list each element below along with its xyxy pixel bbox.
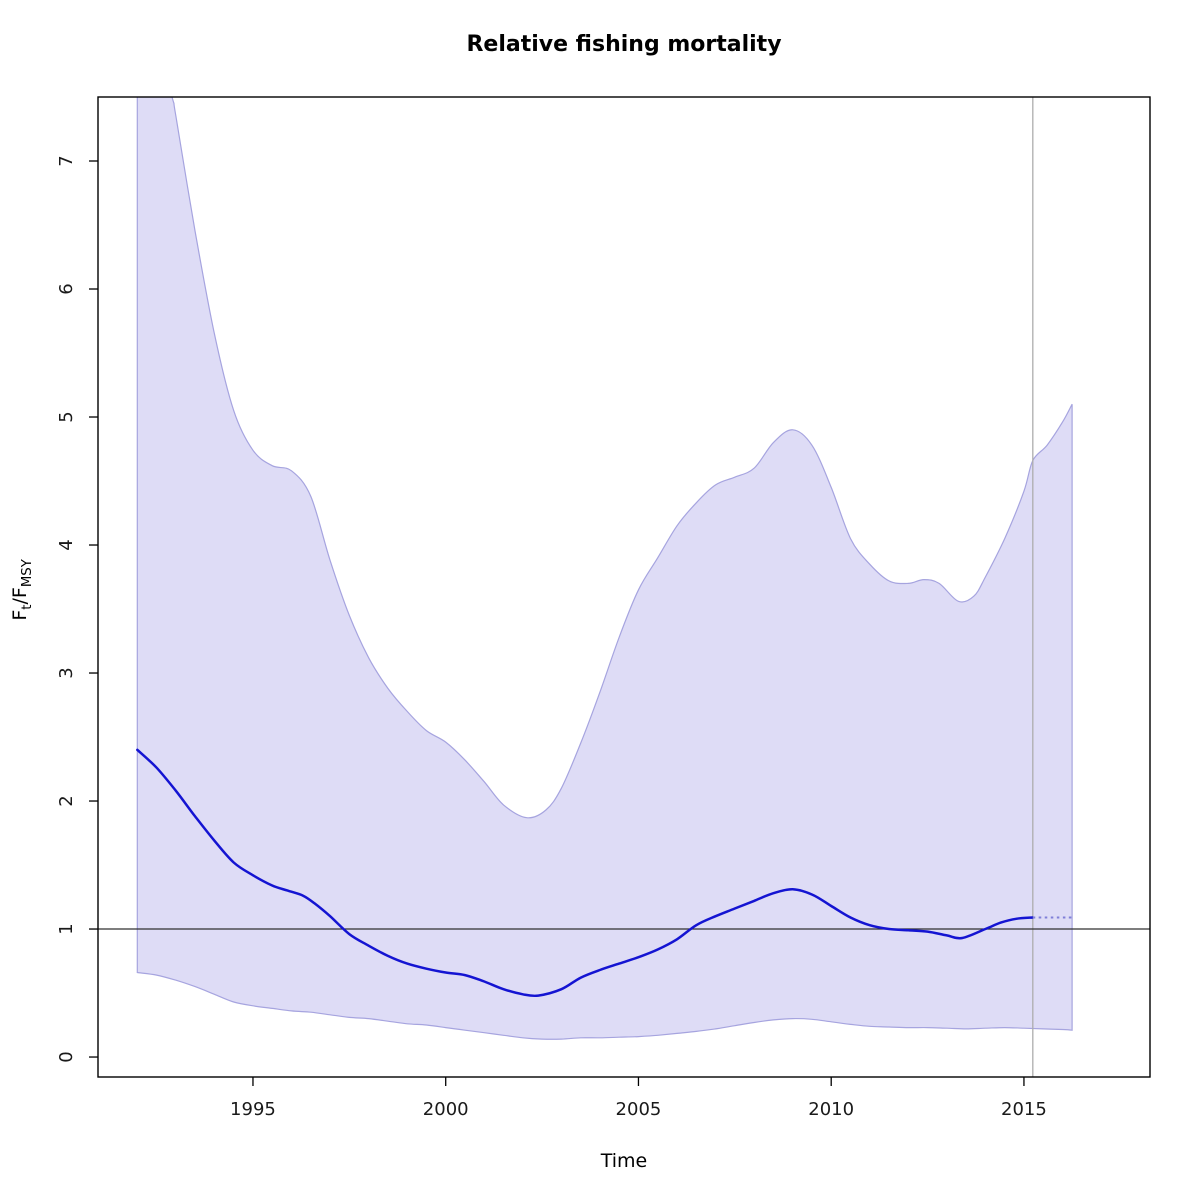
- y-axis-label-slash: /: [9, 598, 32, 605]
- x-tick-label: 2000: [423, 1099, 469, 1120]
- x-axis-label: Time: [600, 1150, 648, 1172]
- x-tick-label: 2005: [616, 1099, 662, 1120]
- chart-title: Relative fishing mortality: [466, 32, 782, 57]
- y-tick-label: 2: [56, 795, 77, 806]
- x-tick-label: 1995: [230, 1099, 276, 1120]
- plot-border: [97, 96, 1151, 1078]
- y-axis-label-sub1: t: [19, 604, 35, 610]
- y-axis-label-f1: F: [9, 609, 32, 621]
- y-tick-label: 0: [56, 1051, 77, 1062]
- y-axis-label: Ft/FMSY: [9, 64, 35, 1116]
- x-axis-ticks: 1995 2000 2005 2010 2015: [230, 1077, 1047, 1120]
- y-tick-label: 6: [56, 283, 77, 294]
- confidence-band: [136, 97, 1073, 1040]
- y-tick-label: 4: [56, 539, 77, 550]
- y-axis-label-f2: F: [9, 587, 32, 599]
- y-tick-label: 1: [56, 923, 77, 934]
- y-axis-label-sub2: MSY: [19, 559, 35, 588]
- x-tick-label: 2010: [808, 1099, 854, 1120]
- y-axis-ticks: 0 1 2 3 4 5 6 7: [56, 155, 98, 1063]
- y-tick-label: 5: [56, 411, 77, 422]
- median-line: [136, 748, 1035, 998]
- y-tick-label: 3: [56, 667, 77, 678]
- x-tick-label: 2015: [1001, 1099, 1047, 1120]
- y-tick-label: 7: [56, 155, 77, 166]
